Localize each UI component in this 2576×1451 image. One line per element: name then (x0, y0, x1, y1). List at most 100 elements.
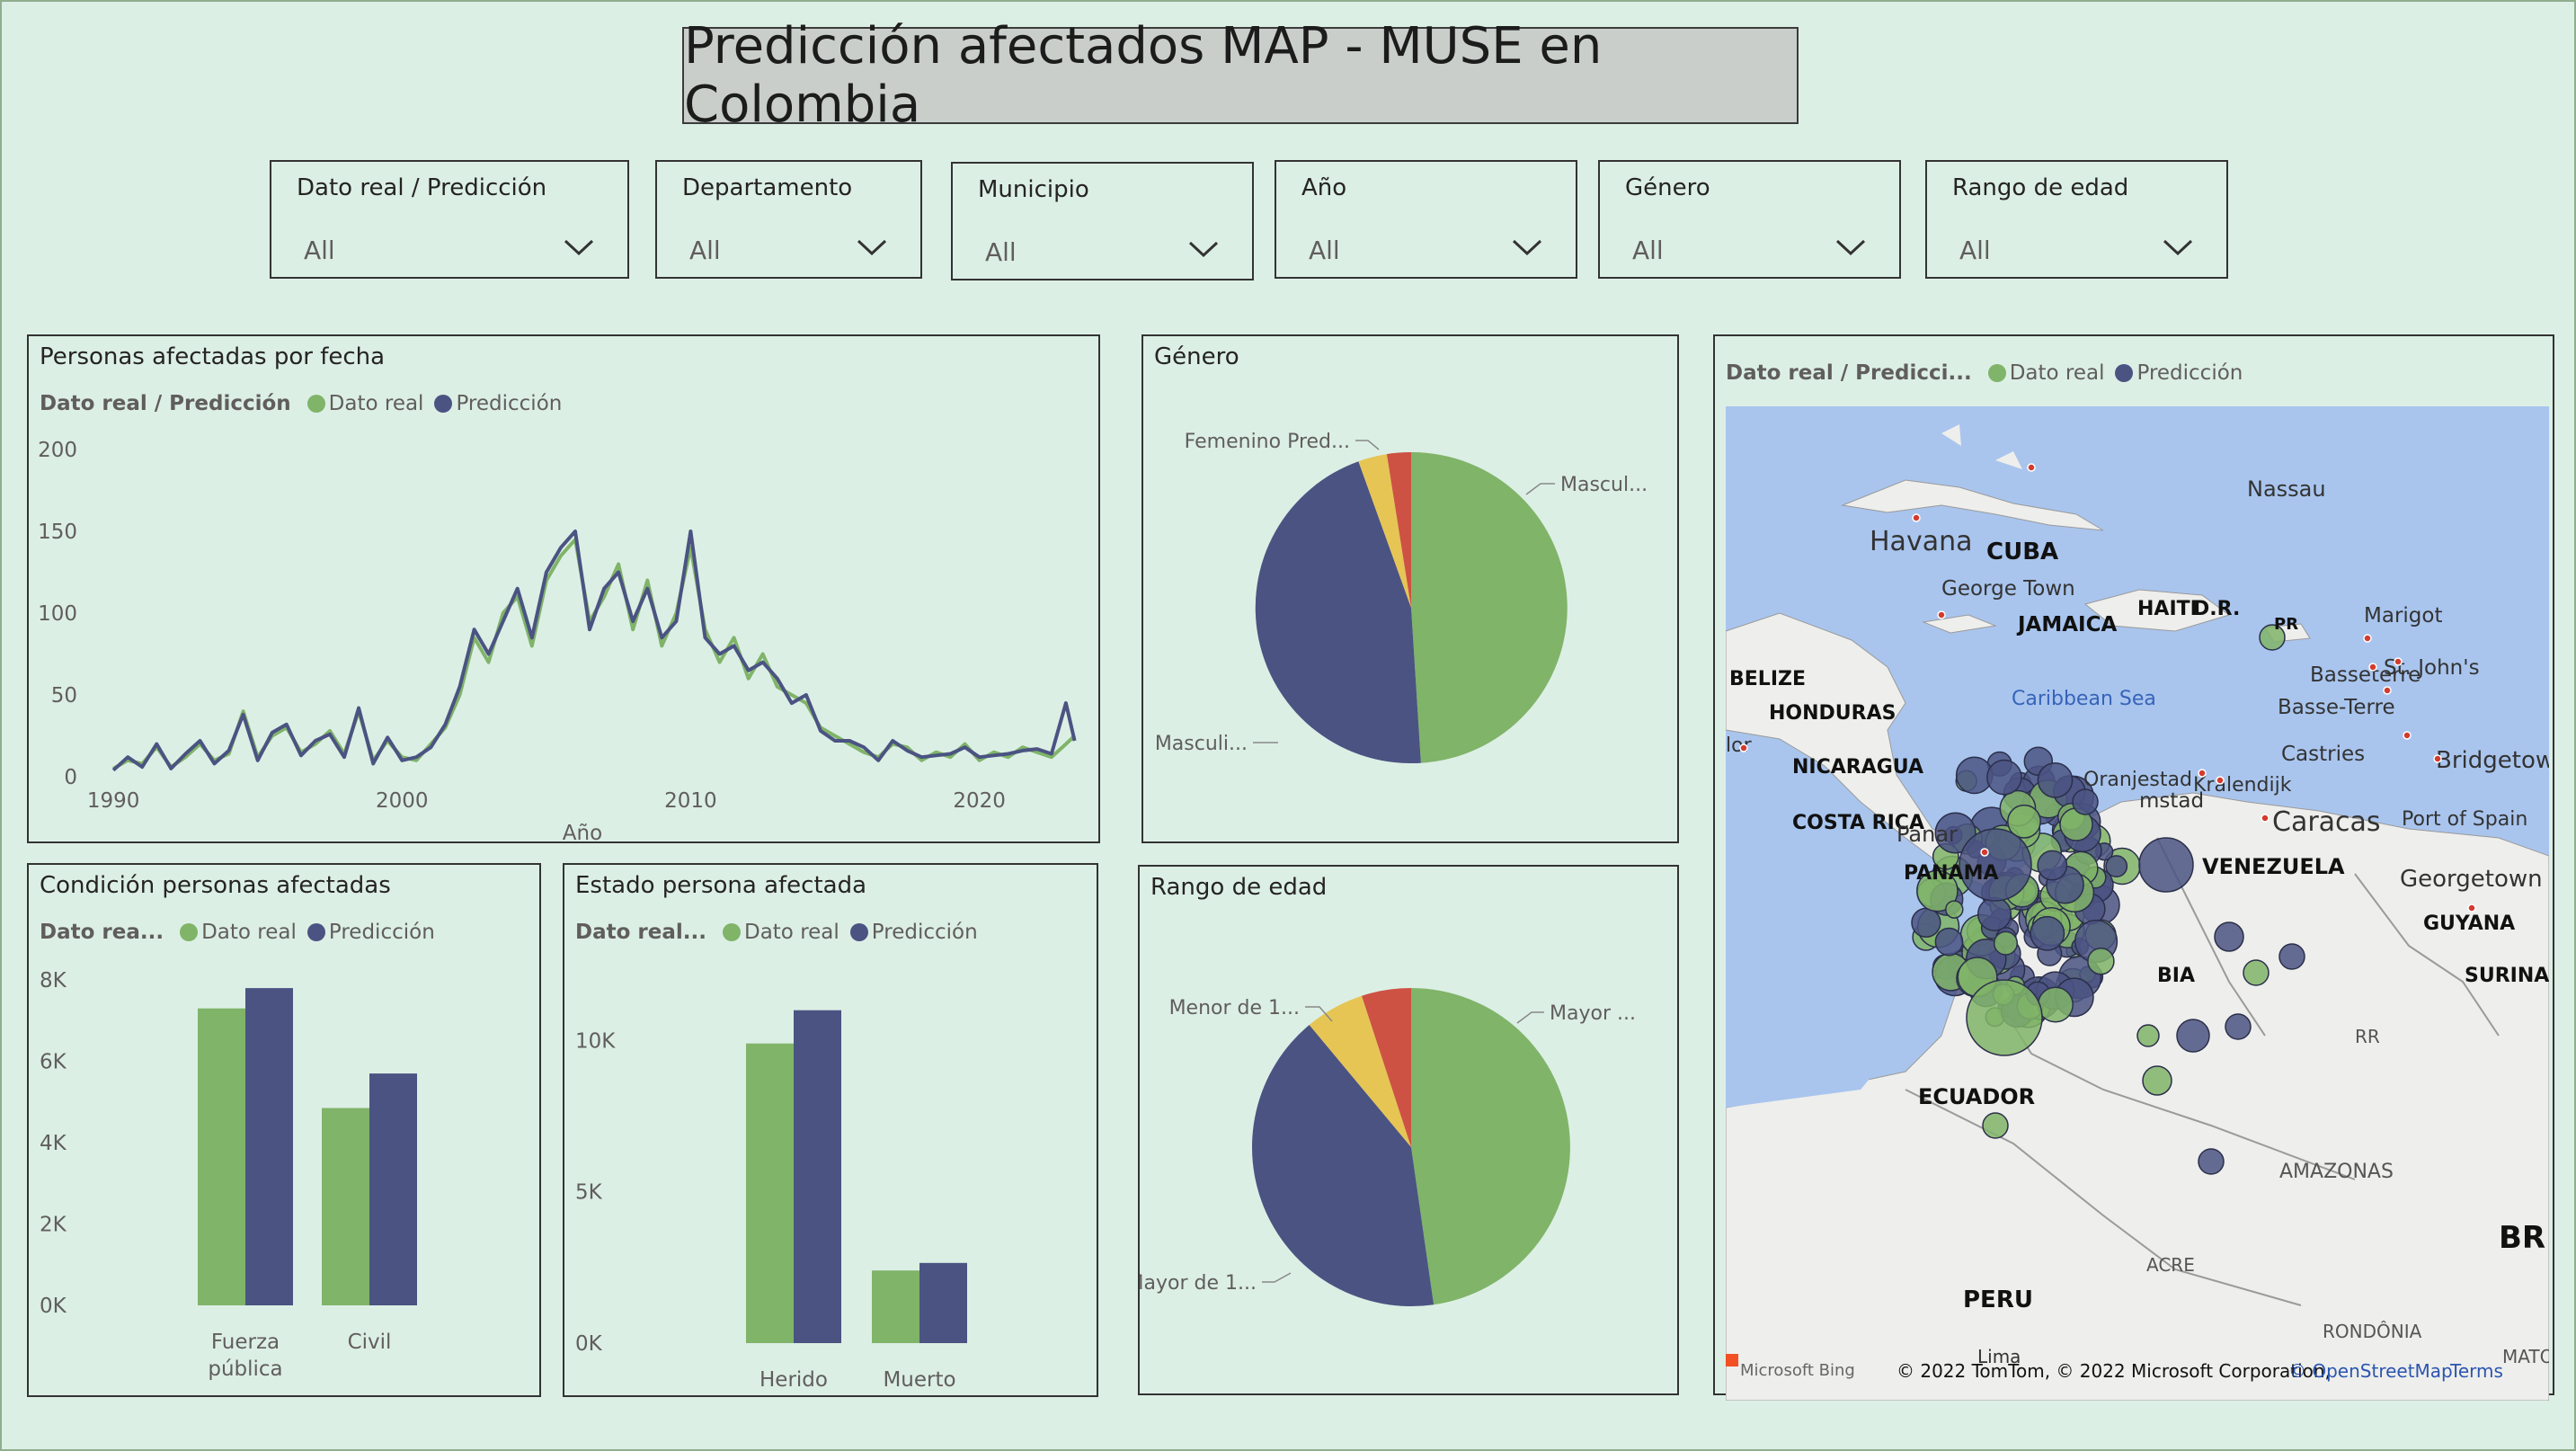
slicer-departamento[interactable]: Departamento All (655, 160, 922, 279)
map-canvas[interactable]: Nassau Havana CUBA George Town JAMAICA HAITI D… (1726, 406, 2549, 1401)
map-bubble[interactable] (1934, 812, 1976, 854)
map-bubble[interactable] (2087, 947, 2115, 975)
map-bubble[interactable] (1945, 900, 1964, 919)
map-bubble[interactable] (1982, 1112, 2009, 1139)
map-place-label: PERU (1963, 1286, 2033, 1313)
report-title-box: Predicción afectados MAP - MUSE en Colom… (682, 17, 1799, 134)
bar-dato-real[interactable] (872, 1270, 919, 1343)
map-bubble[interactable] (2037, 761, 2074, 798)
gender-pie-title: Género (1154, 343, 1239, 370)
legend-dot-real (1987, 364, 2006, 382)
slicer-ano[interactable]: Año All (1275, 160, 1577, 279)
map-bubble[interactable] (2243, 959, 2270, 986)
map-bubble[interactable] (2037, 850, 2068, 881)
legend-pred[interactable]: Predicción (2136, 361, 2243, 385)
city-dot (2383, 686, 2392, 695)
map-place-label: Lima (1977, 1346, 2021, 1367)
chevron-down-icon[interactable] (1511, 236, 1543, 259)
gender-pie-chart[interactable]: Mascul... Masculi... Femenino Pred... (1143, 336, 1677, 841)
map-bubble[interactable] (2142, 1065, 2172, 1096)
pie-slice[interactable] (1358, 454, 1411, 608)
slicer-label: Año (1301, 174, 1347, 201)
bar-prediccion[interactable] (919, 1262, 967, 1343)
chevron-down-icon[interactable] (856, 236, 888, 259)
map-bubble[interactable] (2136, 1024, 2160, 1047)
bar-prediccion[interactable] (245, 988, 293, 1305)
map-bubble[interactable] (1976, 896, 2012, 931)
legend-pred[interactable]: Predicción (456, 392, 563, 415)
map-bubble[interactable] (2072, 788, 2099, 815)
osm-link[interactable]: © OpenStreetMap (2288, 1360, 2453, 1382)
bar-dato-real[interactable] (198, 1008, 245, 1305)
map-bubble[interactable] (1993, 930, 2019, 956)
chevron-down-icon[interactable] (563, 236, 595, 259)
map-bubble[interactable] (1986, 759, 2022, 796)
condition-bar-chart[interactable]: 0K 2K 4K 6K 8K Fuerza pública Civil (29, 865, 539, 1395)
slicer-municipio[interactable]: Municipio All (951, 162, 1254, 280)
map-bubble[interactable] (2030, 915, 2065, 951)
map-place-label: CUBA (1986, 539, 2058, 565)
status-bar-legend: Dato real... Dato real Predicción (575, 921, 978, 944)
map-bubble[interactable] (1959, 828, 2032, 902)
bar-prediccion[interactable] (794, 1010, 841, 1343)
legend-real[interactable]: Dato real (2009, 361, 2105, 385)
map-svg[interactable]: Nassau Havana CUBA George Town JAMAICA HAITID… (1726, 406, 2549, 1401)
pie-slice[interactable] (1411, 988, 1570, 1305)
x-tick-label: 2020 (953, 789, 1006, 813)
landmass (1941, 424, 2022, 469)
series-line-prediccion[interactable] (111, 530, 1077, 772)
legend-real[interactable]: Dato real (743, 921, 839, 944)
legend-pred[interactable]: Predicción (328, 921, 435, 944)
map-bubble[interactable] (2259, 624, 2286, 651)
bar-prediccion[interactable] (369, 1073, 417, 1305)
map-bubble[interactable] (1911, 907, 1941, 938)
status-bar-chart[interactable]: 0K 5K 10K Herido Muerto (564, 865, 1097, 1395)
chevron-down-icon[interactable] (2162, 236, 2194, 259)
bing-logo-text: Microsoft Bing (1740, 1361, 1855, 1380)
city-dot (2027, 463, 2036, 472)
map-bubble[interactable] (2225, 1013, 2252, 1040)
pie-slice[interactable] (1251, 1025, 1435, 1306)
chevron-down-icon[interactable] (1834, 236, 1867, 259)
map-place-label: ECUADOR (1918, 1084, 2035, 1109)
terms-link[interactable]: Terms (2449, 1360, 2503, 1382)
map-bubble[interactable] (2105, 855, 2128, 878)
bar-dato-real[interactable] (746, 1043, 794, 1343)
pie-leader-line (1305, 1006, 1333, 1022)
x-tick-label: 1990 (87, 789, 140, 813)
pie-data-label: Mascul... (1560, 474, 1648, 496)
map-bubble[interactable] (2138, 837, 2194, 893)
chevron-down-icon[interactable] (1187, 237, 1220, 261)
pie-slice[interactable] (1309, 995, 1411, 1147)
map-bubble[interactable] (2007, 804, 2041, 839)
line-chart[interactable]: 0 50 100 150 200 1990 2000 2010 2020 Año (29, 426, 1098, 841)
city-dot (1739, 743, 1748, 752)
legend-real[interactable]: Dato real (328, 392, 424, 415)
series-line-dato-real[interactable] (112, 538, 1076, 770)
pie-slice[interactable] (1255, 461, 1421, 764)
map-place-label: Basse-Terre (2278, 696, 2395, 719)
map-bubble[interactable] (2278, 943, 2305, 970)
map-bubble[interactable] (1934, 927, 1964, 957)
slicer-rango-edad[interactable]: Rango de edad All (1925, 160, 2228, 279)
map-place-label: PANAMA (1904, 862, 1999, 885)
legend-real[interactable]: Dato real (201, 921, 297, 944)
slicer-dato-real-prediccion[interactable]: Dato real / Predicción All (270, 160, 629, 279)
pie-slice[interactable] (1386, 451, 1411, 608)
map-bubble[interactable] (2198, 1148, 2225, 1175)
age-pie-chart[interactable]: Mayor ... Mayor de 1... Menor de 1... (1140, 867, 1677, 1393)
map-bubble[interactable] (1916, 869, 1959, 912)
pie-slice[interactable] (1362, 987, 1411, 1147)
map-bubble[interactable] (2214, 921, 2244, 952)
map-place-label: RR (2355, 1026, 2380, 1047)
landmass (2083, 589, 2231, 632)
map-bubble[interactable] (2176, 1019, 2210, 1053)
map-bubble[interactable] (1966, 979, 2043, 1056)
legend-pred[interactable]: Predicción (871, 921, 978, 944)
map-place-label: Kralendijk (2193, 774, 2292, 797)
bar-dato-real[interactable] (322, 1108, 369, 1306)
map-place-label: mstad (2139, 789, 2204, 813)
map-bubble[interactable] (2037, 986, 2074, 1023)
pie-slice[interactable] (1411, 451, 1568, 763)
slicer-genero[interactable]: Género All (1598, 160, 1901, 279)
